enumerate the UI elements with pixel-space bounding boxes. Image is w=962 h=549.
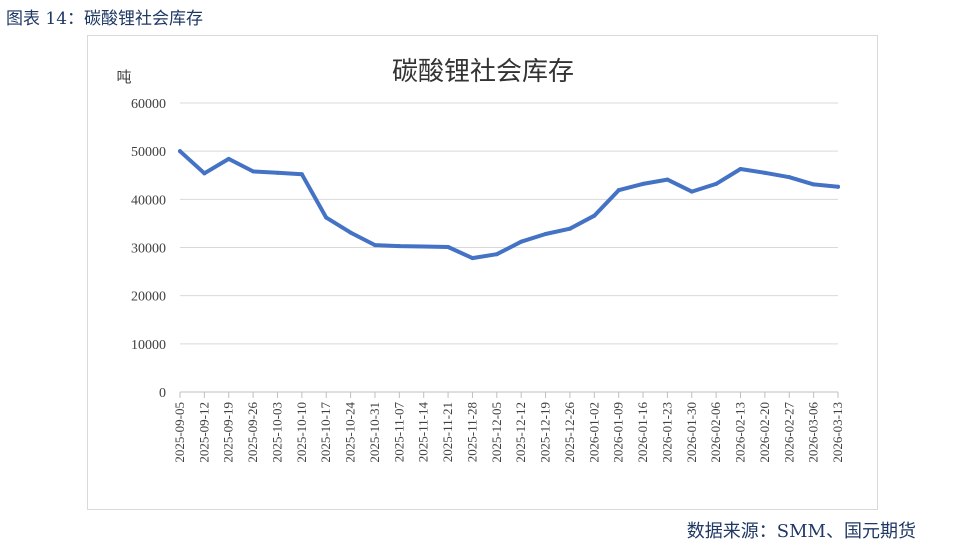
x-tick-label: 2025-12-19 — [538, 402, 553, 463]
data-point — [543, 232, 548, 237]
x-tick-label: 2025-09-05 — [172, 402, 187, 463]
data-point — [665, 177, 670, 182]
data-point — [226, 156, 231, 161]
y-axis-unit: 吨 — [116, 68, 131, 86]
y-tick-label: 60000 — [131, 97, 166, 112]
x-tick-label: 2026-02-13 — [733, 402, 748, 463]
y-axis-ticks: 0 10000 20000 30000 40000 50000 60000 — [131, 97, 166, 401]
x-tick-label: 2026-01-09 — [611, 402, 626, 463]
data-point — [421, 244, 426, 249]
x-tick-label: 2025-09-26 — [245, 402, 260, 463]
data-point — [689, 189, 694, 194]
data-point — [324, 215, 329, 220]
x-tick-label: 2025-11-28 — [464, 402, 479, 462]
gridlines — [180, 102, 838, 345]
x-tick-label: 2026-02-06 — [708, 402, 723, 463]
x-tick-label: 2025-12-26 — [562, 402, 577, 463]
data-point — [251, 169, 256, 174]
data-point — [811, 182, 816, 187]
x-tick-label: 2025-12-05 — [489, 402, 504, 463]
x-tick-label: 2025-09-12 — [196, 402, 211, 463]
x-tick-label: 2025-11-07 — [391, 402, 406, 463]
x-tick-label: 2025-11-14 — [416, 402, 431, 463]
data-point — [494, 252, 499, 257]
x-tick-label: 2026-03-06 — [806, 402, 821, 463]
series-lines — [178, 149, 840, 261]
data-point — [787, 175, 792, 180]
y-tick-label: 30000 — [131, 242, 166, 257]
x-tick-label: 2025-10-10 — [294, 402, 309, 463]
x-tick-label: 2025-10-24 — [343, 402, 358, 463]
x-tick-label: 2026-01-30 — [684, 402, 699, 463]
data-point — [616, 188, 621, 193]
x-tick-label: 2026-01-16 — [635, 402, 650, 463]
x-tick-label: 2026-01-02 — [586, 402, 601, 463]
data-point — [762, 170, 767, 175]
y-tick-label: 40000 — [131, 193, 166, 208]
x-tick-label: 2025-10-17 — [318, 402, 333, 463]
y-tick-label: 20000 — [131, 290, 166, 305]
x-tick-label: 2026-01-23 — [659, 402, 674, 463]
data-point — [446, 245, 451, 250]
data-point — [202, 171, 207, 176]
source-note: 数据来源：SMM、国元期货 — [686, 521, 916, 542]
data-point — [519, 239, 524, 244]
x-axis — [179, 391, 839, 398]
data-point — [641, 181, 646, 186]
chart-title: 碳酸锂社会库存 — [392, 57, 574, 87]
y-tick-label: 10000 — [131, 338, 166, 353]
data-point — [592, 213, 597, 218]
y-tick-label: 50000 — [131, 145, 166, 160]
data-point — [738, 166, 743, 171]
x-tick-label: 2025-10-31 — [367, 402, 382, 463]
y-tick-label: 0 — [159, 386, 166, 401]
data-point — [299, 172, 304, 177]
data-point — [178, 149, 182, 154]
chart-frame — [87, 35, 878, 510]
x-tick-label: 2025-11-21 — [440, 402, 455, 462]
x-tick-label: 2026-03-13 — [830, 402, 845, 463]
data-point — [397, 244, 402, 249]
x-tick-label: 2025-12-12 — [513, 402, 528, 463]
data-point — [836, 184, 840, 189]
x-tick-label: 2025-10-03 — [269, 402, 284, 463]
x-tick-label: 2026-02-27 — [781, 402, 796, 463]
data-point — [470, 256, 475, 261]
series-line — [178, 149, 840, 261]
figure-caption: 图表 14：碳酸锂社会库存 — [6, 9, 204, 29]
data-point — [372, 243, 377, 248]
data-point — [348, 230, 353, 235]
x-tick-label: 2025-09-19 — [221, 402, 236, 463]
data-point — [567, 226, 572, 231]
data-point — [275, 170, 280, 175]
x-axis-ticks: 2025-09-05 2025-09-12 2025-09-19 2025-09-26… — [172, 402, 845, 463]
data-point — [714, 181, 719, 186]
x-tick-label: 2026-02-20 — [757, 402, 772, 463]
